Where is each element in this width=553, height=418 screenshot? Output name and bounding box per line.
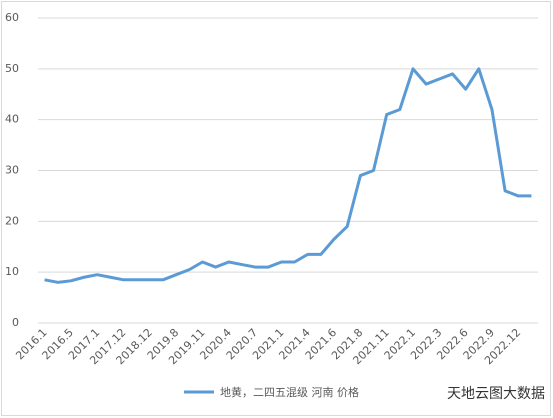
watermark: 天地云图大数据 <box>447 386 545 402</box>
y-tick-label: 10 <box>5 265 19 278</box>
y-tick-label: 60 <box>5 11 19 24</box>
y-tick-label: 50 <box>5 62 19 75</box>
y-tick-label: 30 <box>5 164 19 177</box>
legend-label: 地黄，二四五混级 河南 价格 <box>220 385 359 399</box>
y-tick-label: 0 <box>12 316 19 329</box>
y-tick-label: 20 <box>5 214 19 227</box>
data-line <box>44 67 532 284</box>
y-tick-label: 40 <box>5 113 19 126</box>
